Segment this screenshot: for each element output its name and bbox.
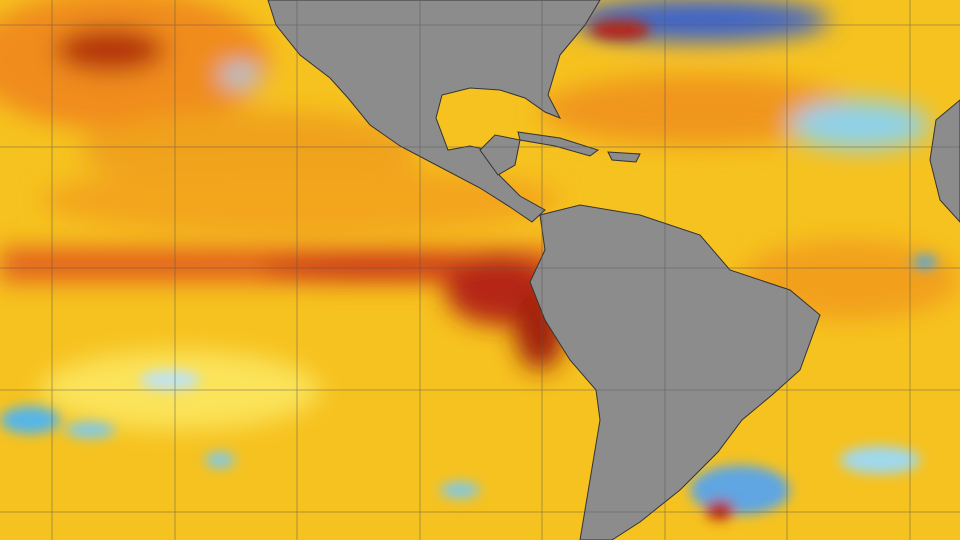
cuba <box>517 131 600 157</box>
africa <box>929 99 960 223</box>
south-america <box>529 204 821 540</box>
yucatan <box>479 134 521 176</box>
hispaniola <box>607 151 641 163</box>
land <box>267 0 960 540</box>
